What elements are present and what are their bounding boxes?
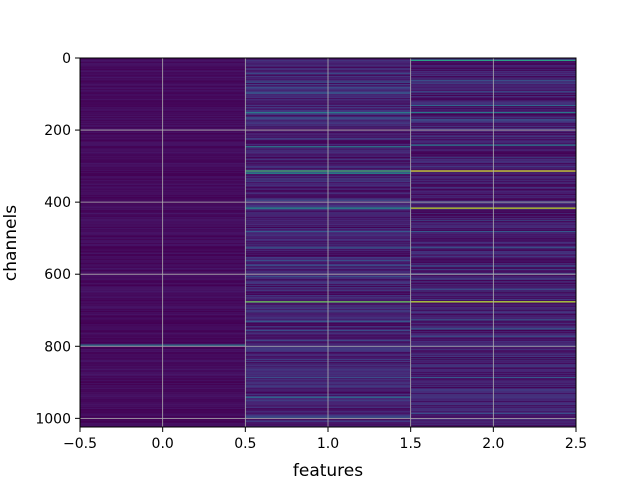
x-tick-label: 2.5 [565,436,587,452]
y-tick-label: 1000 [35,411,71,427]
grid-lines [80,58,576,427]
x-tick-label: 1.5 [400,436,422,452]
y-axis-label: channels [1,205,21,281]
x-tick-label: 0.0 [152,436,174,452]
y-axis: 0 200 400 600 800 1000 [35,51,80,427]
x-tick-label: 2.0 [482,436,504,452]
plot-area [80,58,576,427]
y-tick-label: 600 [44,267,71,283]
x-axis-label: features [293,461,363,480]
y-tick-label: 0 [62,51,71,67]
y-tick-label: 400 [44,195,71,211]
x-tick-label: −0.5 [63,436,97,452]
x-axis: −0.5 0.0 0.5 1.0 1.5 2.0 2.5 [63,427,587,452]
y-tick-label: 200 [44,123,71,139]
y-tick-label: 800 [44,339,71,355]
x-tick-label: 1.0 [317,436,339,452]
x-tick-label: 0.5 [234,436,256,452]
